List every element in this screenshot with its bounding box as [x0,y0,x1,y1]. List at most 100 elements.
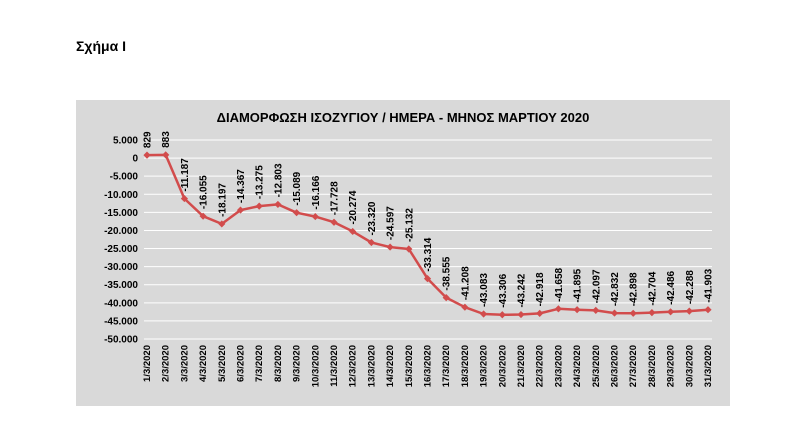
x-tick-label: 5/3/2020 [217,345,228,382]
x-tick-label: 8/3/2020 [273,345,284,382]
data-point [629,309,637,317]
data-label: -43.306 [498,273,509,307]
x-tick-label: 7/3/2020 [254,345,265,382]
data-label: -13.275 [255,165,266,199]
data-label: -14.367 [236,169,247,203]
data-label: -11.187 [180,158,191,192]
data-point [274,200,282,209]
data-point [199,212,207,220]
y-tick-label: -20.000 [104,226,138,237]
data-label: -42.288 [685,270,696,304]
y-tick-label: -5.000 [110,172,139,183]
x-tick-label: 21/3/2020 [516,345,527,387]
data-label: -24.597 [386,206,397,240]
y-tick-label: -45.000 [104,316,138,327]
x-tick-label: 2/3/2020 [161,345,172,382]
series-line [146,153,709,317]
data-point [349,227,357,236]
x-tick-label: 6/3/2020 [236,345,247,382]
data-point [386,243,394,251]
x-tick-label: 25/3/2020 [591,345,602,387]
x-tick-label: 26/3/2020 [610,345,621,387]
data-label: -42.704 [647,271,658,305]
data-point [218,220,226,228]
data-label: -15.089 [292,171,303,205]
y-tick-label: -35.000 [104,280,138,291]
data-point [255,202,263,210]
data-point [162,151,170,159]
y-tick-label: -30.000 [104,262,138,273]
data-point [480,310,488,318]
data-point [330,218,338,226]
x-tick-label: 24/3/2020 [572,345,583,387]
data-label: -42.486 [666,270,677,304]
data-point [461,303,469,311]
x-tick-label: 18/3/2020 [460,345,471,387]
data-point [648,309,656,317]
x-tick-label: 31/3/2020 [703,345,714,387]
data-point [293,209,301,217]
x-tick-label: 11/3/2020 [329,345,340,387]
data-label: -18.197 [217,183,228,217]
data-point [610,309,619,317]
data-point [498,311,506,319]
x-tick-label: 22/3/2020 [535,345,546,387]
y-tick-label: -10.000 [104,190,138,201]
data-label: -33.314 [423,237,434,271]
chart-panel: ΔΙΑΜΟΡΦΩΣΗ ΙΣΟΖΥΓΙΟΥ / ΗΜΕΡΑ - ΜΗΝΟΣ ΜΑΡ… [76,100,730,406]
data-label: -17.728 [330,181,341,215]
x-tick-label: 3/3/2020 [179,345,190,382]
data-point [554,305,562,313]
data-label: 829 [143,131,154,148]
x-tick-label: 19/3/2020 [479,345,490,387]
x-tick-label: 12/3/2020 [348,345,359,387]
figure-caption: Σχήμα Ι [76,38,126,54]
data-label: -41.903 [704,268,715,302]
x-tick-label: 28/3/2020 [647,345,658,387]
data-point [573,306,581,314]
data-point [685,307,693,315]
x-tick-label: 10/3/2020 [310,345,321,387]
data-point [405,245,413,253]
x-tick-label: 9/3/2020 [292,345,303,382]
y-tick-label: -40.000 [104,298,138,309]
data-label: -42.898 [629,272,640,306]
data-point [592,306,600,315]
data-label: -41.658 [554,267,565,301]
data-point [536,309,544,317]
y-tick-label: -25.000 [104,244,138,255]
data-point [236,206,245,214]
data-label: -42.832 [610,272,621,306]
x-tick-label: 14/3/2020 [385,345,396,387]
data-label: -42.918 [535,272,546,306]
y-tick-label: -50.000 [104,335,138,346]
data-label: -42.097 [591,269,602,303]
data-label: -23.320 [367,201,378,235]
x-tick-label: 17/3/2020 [441,345,452,387]
data-point [704,306,712,314]
data-point [143,151,151,159]
x-tick-label: 29/3/2020 [666,345,677,387]
data-label: -16.166 [311,175,322,209]
chart-title: ΔΙΑΜΟΡΦΩΣΗ ΙΣΟΖΥΓΙΟΥ / ΗΜΕΡΑ - ΜΗΝΟΣ ΜΑΡ… [217,110,590,125]
line-chart: ΔΙΑΜΟΡΦΩΣΗ ΙΣΟΖΥΓΙΟΥ / ΗΜΕΡΑ - ΜΗΝΟΣ ΜΑΡ… [104,110,715,387]
data-label: -43.083 [479,273,490,307]
data-label: -43.242 [517,273,528,307]
data-label: -20.274 [348,190,359,224]
data-label: -41.895 [573,268,584,302]
x-tick-label: 4/3/2020 [198,345,209,382]
data-point [180,194,188,203]
data-label: -41.208 [460,266,471,300]
x-tick-label: 13/3/2020 [366,345,377,387]
data-point [423,275,432,283]
y-tick-label: 0 [132,154,138,165]
data-point [667,308,675,316]
data-point [517,310,525,319]
x-tick-label: 23/3/2020 [553,345,564,387]
x-tick-label: 30/3/2020 [684,345,695,387]
y-tick-label: -15.000 [104,208,138,219]
x-tick-label: 27/3/2020 [628,345,639,387]
x-tick-label: 16/3/2020 [423,345,434,387]
x-tick-label: 15/3/2020 [404,345,415,387]
data-label: 883 [161,131,172,148]
